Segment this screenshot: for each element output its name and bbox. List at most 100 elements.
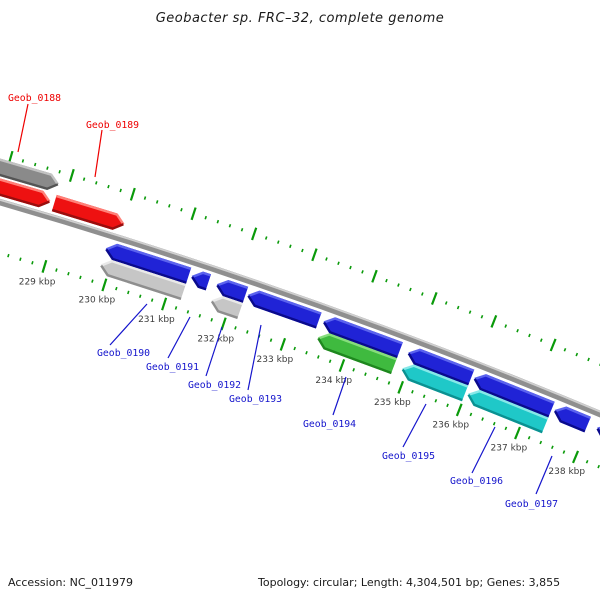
gene-arrow-partial-gene-bevel-bottom bbox=[0, 193, 50, 208]
gene-arrow-partial-gene-bevel-top bbox=[0, 178, 51, 203]
inner-ruler-dot bbox=[210, 318, 213, 322]
gene-arrow-Geob_0195 bbox=[408, 348, 475, 386]
gene-label-Geob_0196: Geob_0196 bbox=[450, 476, 503, 487]
outer-ruler-dot bbox=[204, 215, 207, 220]
outer-ruler-dot bbox=[516, 328, 519, 333]
gene-label-Geob_0193: Geob_0193 bbox=[229, 394, 282, 405]
outer-ruler-dot bbox=[240, 228, 244, 232]
inner-ruler-dot bbox=[91, 279, 94, 283]
inner-ruler-dot bbox=[411, 390, 414, 394]
outer-ruler-dot bbox=[216, 219, 220, 224]
inner-ruler-dot bbox=[198, 314, 202, 318]
gene-label-Geob_0188: Geob_0188 bbox=[8, 93, 61, 104]
gene-arrow-Geob_0196 bbox=[474, 374, 555, 418]
outer-ruler-dot bbox=[468, 310, 472, 314]
gene-arrow-Geob_0191-bevel-top bbox=[191, 271, 212, 279]
inner-ruler-dot bbox=[115, 286, 118, 291]
outer-ruler-dot bbox=[575, 352, 579, 357]
gene-label-Geob_0190: Geob_0190 bbox=[97, 348, 150, 359]
inner-ruler-dot bbox=[246, 330, 249, 334]
outer-ruler-dot bbox=[228, 223, 232, 228]
ruler-label-236: 236 kbp bbox=[432, 420, 469, 430]
outer-ruler-major-tick bbox=[549, 338, 557, 352]
inner-ruler-dot bbox=[269, 338, 273, 342]
inner-ruler-dot bbox=[127, 290, 130, 295]
inner-ruler-major-tick bbox=[338, 359, 346, 372]
inner-ruler-dot bbox=[422, 394, 426, 399]
inner-ruler-dot bbox=[481, 417, 484, 421]
gene-arrow-Geob_0194-bevel-bottom bbox=[323, 321, 398, 359]
cds-arrow-Geob_0192-bevel-top bbox=[211, 296, 243, 306]
outer-ruler-dot bbox=[82, 177, 86, 181]
inner-ruler-major-tick bbox=[161, 297, 168, 311]
backbone-highlight bbox=[0, 199, 600, 413]
inner-ruler-dot bbox=[585, 459, 589, 464]
gene-arrow-Geob_0192-bevel-bottom bbox=[216, 284, 244, 303]
gene-label-Geob_0194: Geob_0194 bbox=[303, 419, 356, 430]
gene-arrow-Geob_0193-bevel-top bbox=[248, 290, 322, 315]
outer-ruler-dot bbox=[143, 196, 147, 200]
outer-ruler-major-tick bbox=[490, 314, 498, 328]
inner-ruler-dot bbox=[234, 326, 237, 330]
inner-ruler-dot bbox=[7, 253, 10, 258]
outer-ruler-dot bbox=[180, 207, 183, 212]
inner-ruler-dot bbox=[186, 310, 190, 314]
outer-ruler-dot bbox=[587, 357, 590, 362]
outer-ruler-dot bbox=[119, 188, 122, 193]
inner-ruler-dot bbox=[504, 426, 508, 431]
ruler-label-230: 230 kbp bbox=[79, 296, 116, 306]
gene-label-Geob_0191: Geob_0191 bbox=[146, 362, 199, 373]
outer-ruler-dot bbox=[46, 166, 49, 170]
outer-ruler-dot bbox=[95, 181, 98, 185]
inner-ruler-dot bbox=[527, 435, 531, 440]
gene-label-Geob_0197: Geob_0197 bbox=[505, 499, 558, 510]
gene-arrow-Geob_0194-bevel-top bbox=[323, 317, 403, 345]
gene-arrow-Geob_0195-bevel-top bbox=[408, 348, 475, 372]
inner-ruler-dot bbox=[352, 368, 355, 372]
ruler-label-235: 235 kbp bbox=[374, 398, 411, 408]
outer-ruler-major-tick bbox=[371, 269, 378, 283]
outer-ruler-dot bbox=[289, 244, 292, 249]
outer-ruler-dot bbox=[168, 204, 171, 208]
gene-arrow-partial-gene-bevel-bottom bbox=[596, 428, 600, 436]
outer-ruler-dot bbox=[21, 159, 25, 163]
outer-ruler-dot bbox=[456, 305, 460, 310]
outer-ruler-dot bbox=[58, 170, 61, 174]
leader-line-Geob_0193 bbox=[247, 324, 262, 391]
ruler-label-238: 238 kbp bbox=[548, 467, 585, 477]
cds-arrow-Geob_0194 bbox=[318, 333, 397, 375]
outer-ruler-major-tick bbox=[68, 168, 75, 182]
inner-ruler-dot bbox=[492, 421, 496, 426]
gene-arrow-Geob_0189-bevel-top bbox=[56, 194, 125, 225]
ruler-label-237: 237 kbp bbox=[491, 443, 528, 453]
inner-ruler-dot bbox=[174, 306, 178, 310]
gene-arrow-Geob_0192-bevel-top bbox=[216, 279, 249, 290]
ruler-label-232: 232 kbp bbox=[197, 335, 234, 345]
figure-title: Geobacter sp. FRC–32, complete genome bbox=[155, 11, 445, 26]
gene-label-Geob_0192: Geob_0192 bbox=[188, 380, 241, 391]
outer-ruler-major-tick bbox=[430, 292, 438, 305]
outer-ruler-major-tick bbox=[311, 248, 318, 262]
outer-ruler-dot bbox=[325, 257, 328, 261]
gene-label-Geob_0189: Geob_0189 bbox=[86, 120, 139, 131]
gene-arrow-Geob_0195-bevel-bottom bbox=[407, 352, 469, 386]
inner-ruler-dot bbox=[317, 355, 320, 359]
inner-ruler-dot bbox=[562, 450, 566, 454]
leader-line-Geob_0195 bbox=[402, 403, 427, 448]
inner-ruler-dot bbox=[539, 440, 543, 445]
leader-line-Geob_0196 bbox=[471, 426, 496, 474]
inner-ruler-dot bbox=[446, 403, 449, 408]
inner-ruler-dot bbox=[328, 359, 332, 363]
outer-ruler-dot bbox=[421, 292, 424, 296]
gene-arrow-Geob_0197-bevel-top bbox=[554, 406, 591, 419]
gene-arrow-Geob_0189 bbox=[51, 194, 124, 230]
outer-ruler-major-tick bbox=[129, 187, 136, 201]
cds-arrow-Geob_0190 bbox=[101, 260, 186, 300]
cds-arrow-Geob_0190-bevel-bottom bbox=[100, 264, 182, 300]
outer-ruler-dot bbox=[385, 278, 388, 283]
accession-text: Accession: NC_011979 bbox=[8, 576, 134, 589]
gene-arrow-Geob_0193-bevel-bottom bbox=[247, 295, 317, 329]
leader-line-Geob_0191 bbox=[167, 316, 191, 359]
